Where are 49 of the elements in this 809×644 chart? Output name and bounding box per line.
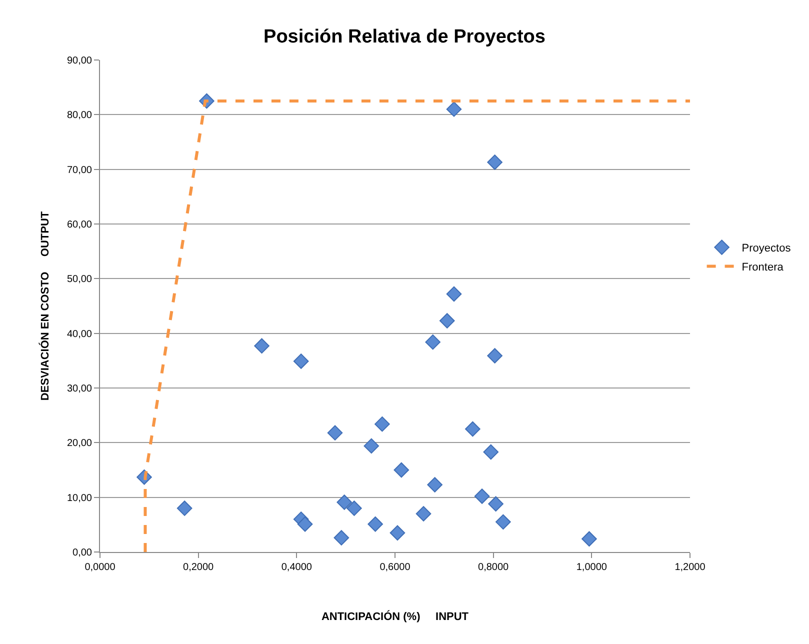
point (336, 494, 352, 510)
y-tick-label: 80,00 (66, 110, 92, 122)
point (374, 416, 390, 432)
point (487, 348, 502, 364)
point (176, 500, 192, 516)
chart-title: Posición Relativa de Proyectos (264, 26, 546, 48)
legend-label: Frontera (742, 262, 784, 274)
legend-label: Proyectos (742, 242, 792, 255)
point (496, 514, 511, 530)
point (346, 500, 362, 516)
y-tick-label: 10,00 (66, 492, 92, 504)
y-tick-label: 60,00 (66, 220, 92, 230)
point (465, 421, 480, 437)
x-tick-label: 1,2000 (674, 562, 706, 573)
x-tick-label: 0,6000 (380, 562, 411, 573)
point (297, 516, 313, 532)
point (446, 286, 462, 302)
point (293, 354, 309, 369)
point (425, 334, 441, 350)
y-tick-label: 30,00 (66, 384, 92, 394)
x-tick-label: 0,0000 (84, 562, 116, 573)
point (427, 477, 442, 492)
point (582, 531, 597, 547)
y-tick-label: 70,00 (66, 164, 92, 176)
point (254, 338, 270, 354)
x-tick-label: 1,0000 (576, 562, 608, 573)
point (364, 438, 380, 454)
y-axis-title: DESVIACIÓN EN COSTO OUTPUT (38, 211, 52, 401)
point (334, 530, 350, 546)
point (416, 506, 432, 522)
x-tick-label: 0,4000 (281, 562, 312, 573)
point (487, 154, 502, 170)
point (394, 462, 410, 478)
point (368, 516, 383, 532)
x-axis-title: ANTICIPACIÓN (%) INPUT (321, 610, 469, 624)
y-tick-label: 40,00 (66, 328, 92, 340)
y-tick-label: 0,00 (72, 548, 92, 558)
point (483, 444, 499, 460)
point (390, 525, 406, 541)
y-tick-label: 20,00 (66, 438, 92, 450)
y-tick-label: 50,00 (66, 274, 92, 286)
point (446, 102, 462, 117)
point (474, 488, 490, 504)
point (439, 313, 455, 328)
point (327, 425, 343, 440)
x-tick-label: 0,2000 (183, 562, 214, 573)
x-tick-label: 0,8000 (478, 562, 510, 573)
point (488, 496, 504, 512)
y-tick-label: 90,00 (66, 56, 92, 66)
